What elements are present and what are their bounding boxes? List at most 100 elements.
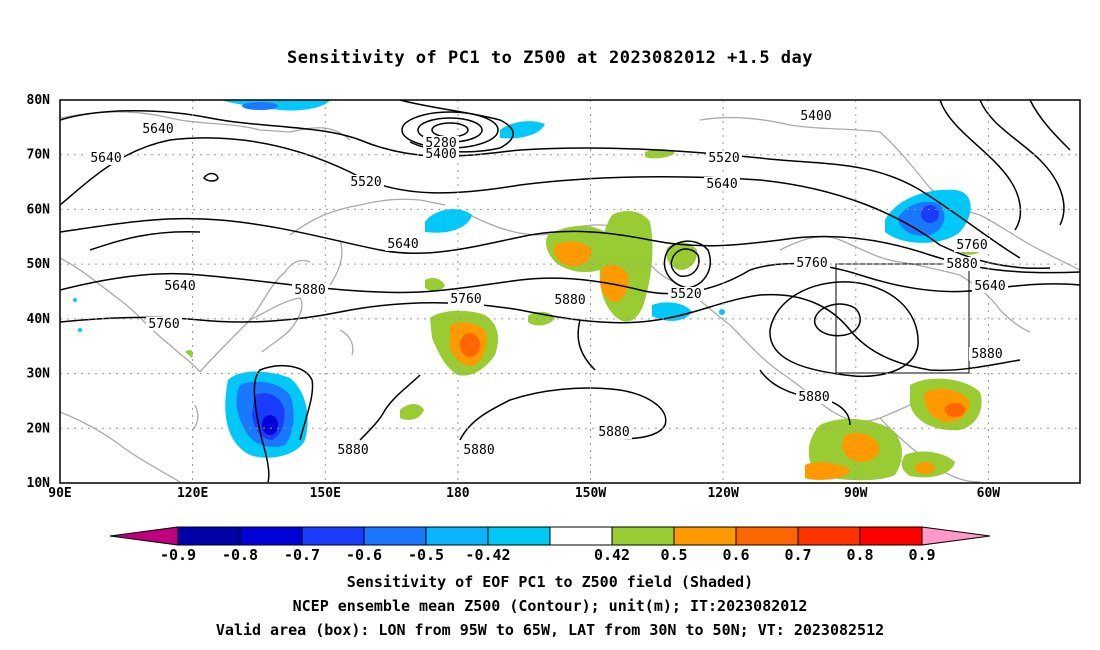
- contour-label-bg: [146, 317, 182, 331]
- colorbar-swatch: [363, 526, 427, 546]
- contour-label-bg: [954, 238, 990, 252]
- lat-label: 50N: [27, 257, 51, 272]
- colorbar-label: 0.7: [784, 546, 811, 564]
- contour-label: 5880: [798, 390, 829, 405]
- latitude-labels: 80N 70N 60N 50N 40N 30N 20N 10N: [27, 93, 51, 491]
- lon-label: 120E: [177, 486, 208, 501]
- contour-label: 5640: [974, 279, 1005, 294]
- contour-label: 5880: [598, 425, 629, 440]
- contour-label-bg: [796, 390, 832, 404]
- contour-label-bg: [292, 283, 328, 297]
- lon-label: 90E: [48, 486, 71, 501]
- contour-label-bg: [798, 109, 834, 123]
- contour-label: 5520: [350, 175, 381, 190]
- lon-label: 150E: [310, 486, 341, 501]
- colorbar-swatch: [177, 526, 241, 546]
- contour-label-bg: [461, 443, 497, 457]
- lon-label: 180: [446, 486, 470, 501]
- lat-label: 10N: [27, 476, 51, 491]
- footer-line-3: Valid area (box): LON from 95W to 65W, L…: [215, 621, 885, 639]
- colorbar-label: -0.42: [465, 546, 510, 564]
- contour-label-bg: [423, 147, 459, 161]
- lat-label: 20N: [27, 421, 51, 436]
- footer-line-1: Sensitivity of EOF PC1 to Z500 field (Sh…: [346, 573, 754, 591]
- colorbar-label: 0.9: [908, 546, 935, 564]
- colorbar: [109, 526, 991, 546]
- lon-label: 90W: [844, 486, 868, 501]
- contour-label-bg: [423, 136, 459, 150]
- colorbar-label: 0.5: [660, 546, 687, 564]
- footer-line-2: NCEP ensemble mean Z500 (Contour); unit(…: [292, 597, 808, 615]
- contour-label: 5880: [337, 443, 368, 458]
- contour-label-bg: [596, 425, 632, 439]
- colorbar-high-arrow: [921, 526, 991, 546]
- contour-label: 5640: [90, 151, 121, 166]
- shading: [73, 100, 982, 481]
- contour-label-bg: [385, 237, 421, 251]
- lat-label: 60N: [27, 202, 51, 217]
- contour-label-bg: [706, 151, 742, 165]
- contour-label: 5760: [148, 317, 179, 332]
- lat-label: 70N: [27, 148, 51, 163]
- contour-label: 5880: [971, 347, 1002, 362]
- longitude-labels: 90E 120E 150E 180 150W 120W 90W 60W: [48, 486, 1000, 501]
- colorbar-swatch: [735, 526, 799, 546]
- contour-label-bg: [972, 279, 1008, 293]
- lon-label: 150W: [575, 486, 606, 501]
- contour-label: 5760: [450, 292, 481, 307]
- colorbar-swatch: [239, 526, 303, 546]
- colorbar-labels: -0.9 -0.8 -0.7 -0.6 -0.5 -0.42 0.42 0.5 0.6 0.7 0.…: [160, 546, 936, 564]
- colorbar-label: 0.6: [722, 546, 749, 564]
- lat-label: 80N: [27, 93, 51, 108]
- contour-label: 5880: [946, 257, 977, 272]
- contour-label-bg: [668, 287, 704, 301]
- contour-label-bg: [552, 293, 588, 307]
- contour-label: 5400: [800, 109, 831, 124]
- contour-label: 5640: [142, 122, 173, 137]
- gridlines: [60, 100, 1080, 483]
- contour-label-bg: [140, 122, 176, 136]
- contours: [59, 99, 1081, 483]
- contour-label: 5640: [164, 279, 195, 294]
- lon-label: 120W: [707, 486, 738, 501]
- lon-label: 60W: [977, 486, 1001, 501]
- lat-label: 30N: [27, 367, 51, 382]
- colorbar-swatch: [301, 526, 365, 546]
- colorbar-swatch: [487, 526, 551, 546]
- colorbar-label: -0.6: [346, 546, 382, 564]
- colorbar-low-arrow: [109, 526, 179, 546]
- contour-label-bg: [162, 279, 198, 293]
- map-frame: [59, 99, 1081, 484]
- contour-label-bg: [448, 292, 484, 306]
- colorbar-label: -0.7: [284, 546, 320, 564]
- contour-label: 5520: [670, 287, 701, 302]
- contour-label-bg: [944, 257, 980, 271]
- contour-label: 5640: [387, 237, 418, 252]
- contour-label: 5880: [463, 443, 494, 458]
- contour-label: 5760: [796, 256, 827, 271]
- contour-labels: 5640564055205280540054005520564056405640…: [88, 109, 1008, 458]
- contour-label-bg: [969, 347, 1005, 361]
- colorbar-swatch: [549, 526, 613, 546]
- map-title: Sensitivity of PC1 to Z500 at 2023082012…: [286, 48, 813, 68]
- contour-label-bg: [794, 256, 830, 270]
- colorbar-swatch: [425, 526, 489, 546]
- contour-label-bg: [88, 151, 124, 165]
- colorbar-swatch: [611, 526, 675, 546]
- lat-label: 40N: [27, 312, 51, 327]
- colorbar-label: -0.8: [222, 546, 258, 564]
- contour-label: 5520: [708, 151, 739, 166]
- contour-label: 5400: [425, 147, 456, 162]
- contour-label: 5760: [956, 238, 987, 253]
- colorbar-swatch: [673, 526, 737, 546]
- colorbar-swatch: [797, 526, 861, 546]
- contour-label: 5880: [554, 293, 585, 308]
- valid-area-box: [835, 263, 970, 374]
- colorbar-label: -0.5: [408, 546, 444, 564]
- contour-label: 5880: [294, 283, 325, 298]
- contour-label-bg: [335, 443, 371, 457]
- colorbar-label: 0.42: [594, 546, 630, 564]
- contour-label: 5640: [706, 177, 737, 192]
- contour-label-bg: [348, 175, 384, 189]
